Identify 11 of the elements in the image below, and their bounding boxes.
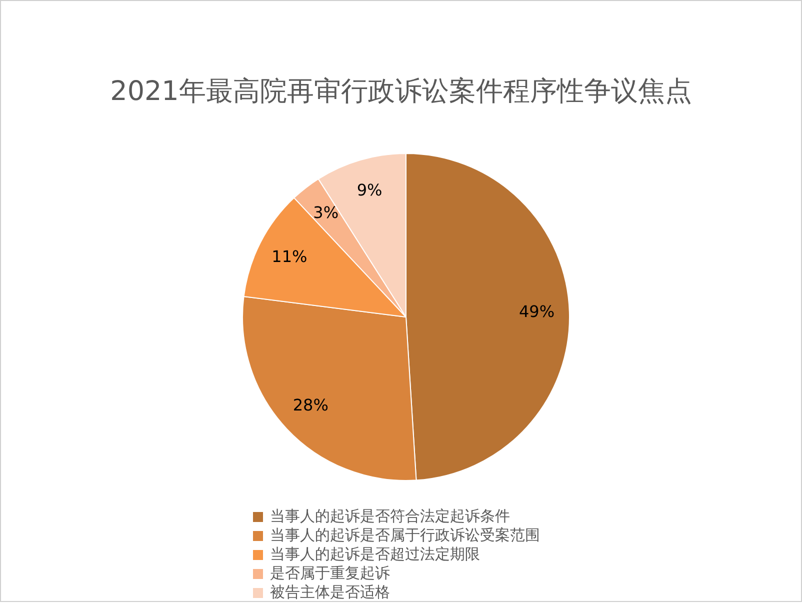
legend-label: 当事人的起诉是否超过法定期限 bbox=[270, 545, 480, 564]
data-label: 28% bbox=[292, 396, 328, 415]
chart-title: 2021年最高院再审行政诉讼案件程序性争议焦点 bbox=[109, 75, 693, 109]
legend-label: 被告主体是否适格 bbox=[270, 583, 390, 602]
legend-label: 当事人的起诉是否属于行政诉讼受案范围 bbox=[270, 526, 540, 545]
data-label: 9% bbox=[356, 180, 382, 200]
data-label: 11% bbox=[272, 246, 308, 266]
legend-label: 当事人的起诉是否符合法定起诉条件 bbox=[270, 507, 510, 526]
legend-label: 是否属于重复起诉 bbox=[270, 564, 390, 583]
data-label: 3% bbox=[313, 202, 339, 222]
data-label: 49% bbox=[518, 302, 555, 322]
